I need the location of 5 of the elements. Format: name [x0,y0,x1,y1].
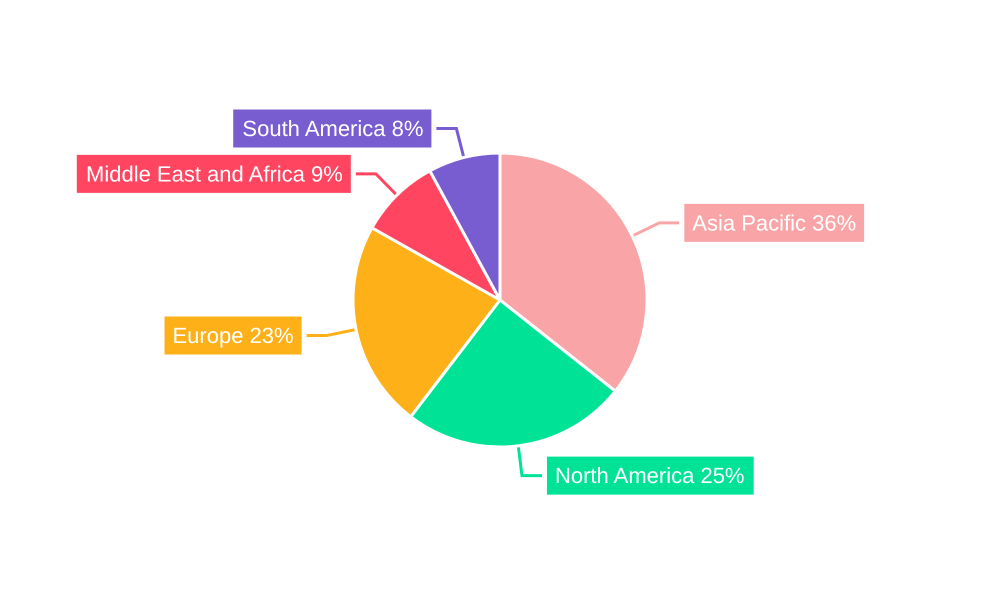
slice-label: North America 25% [554,463,744,488]
slice-label: South America 8% [242,116,424,141]
slice-label: Europe 23% [172,323,294,348]
slice-label: Middle East and Africa 9% [86,161,343,186]
slice-label: Asia Pacific 36% [692,210,856,236]
